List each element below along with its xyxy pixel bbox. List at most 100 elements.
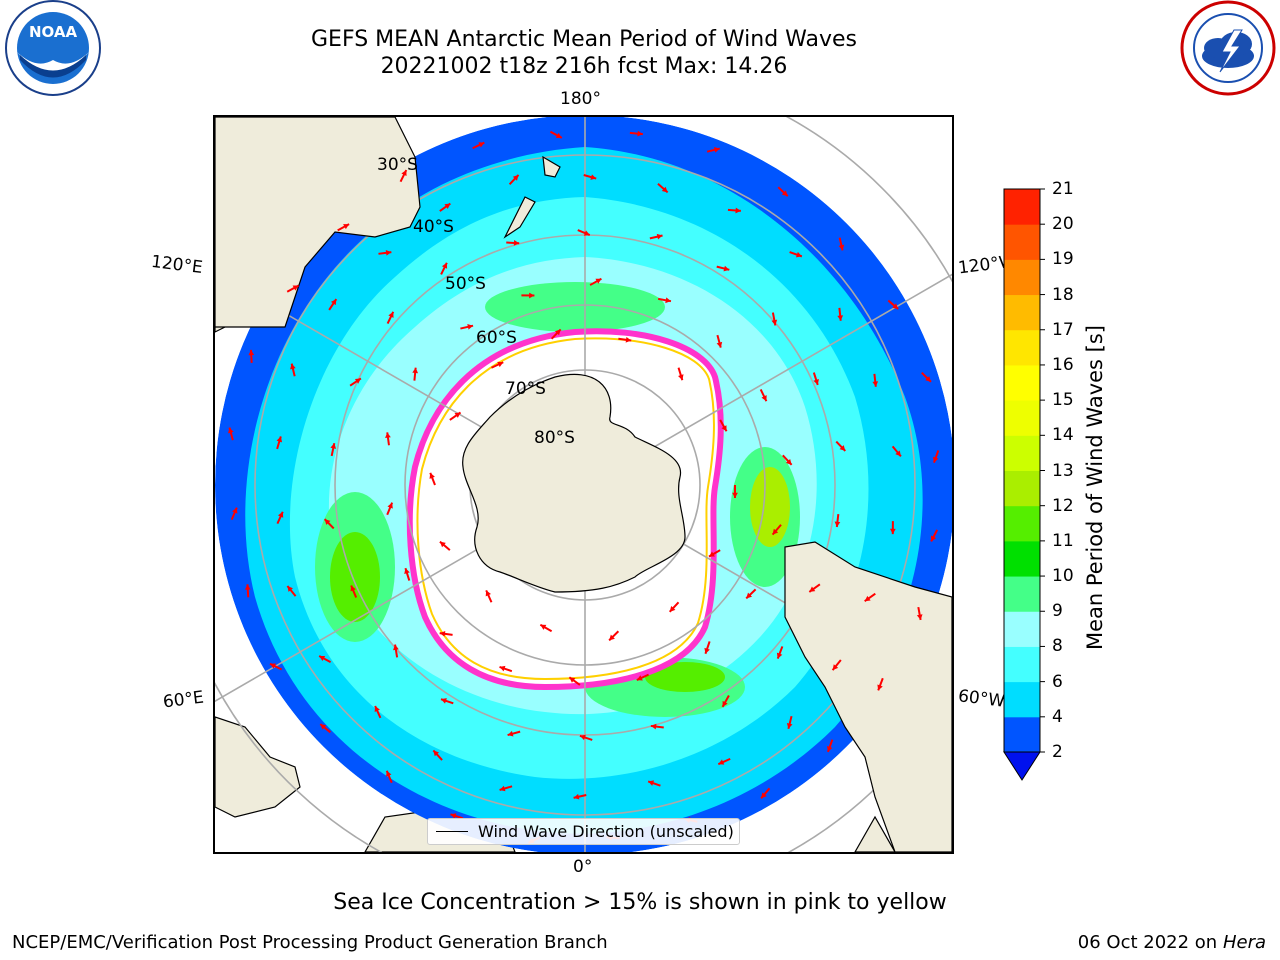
wave-arrow-head (354, 378, 361, 384)
lat-label-50s: 50°S (445, 274, 486, 294)
colorbar-tick-label: 17 (1052, 319, 1074, 340)
colorbar-tick-label: 20 (1052, 214, 1074, 235)
wave-arrow-head (228, 427, 234, 434)
footer-machine: Hera (1222, 932, 1266, 953)
colorbar-segment (1004, 364, 1040, 401)
nws-logo (1178, 0, 1278, 100)
colorbar-tick-label: 13 (1052, 460, 1074, 481)
wave-arrow-head (839, 445, 846, 451)
wave-arrow-head (277, 511, 284, 518)
wave-arrow-head (499, 665, 506, 672)
wave-arrow-head (439, 541, 446, 548)
lon-label-60e: 60°E (161, 687, 205, 713)
wave-arrow-head (388, 311, 394, 318)
wave-arrow-head (343, 224, 350, 230)
wave-arrow-head (813, 379, 819, 385)
colorbar-segment (1004, 540, 1040, 577)
land-masses (215, 117, 952, 852)
svg-text:NOAA: NOAA (29, 23, 78, 41)
wave-arrow-head (540, 624, 547, 630)
wave-arrow-head (319, 655, 326, 662)
wave-arrow-head (795, 251, 802, 258)
colorbar-segment (1004, 646, 1040, 683)
colorbar-segment (1004, 294, 1040, 331)
colorbar-tick-label: 6 (1052, 671, 1063, 692)
lat-label-80s: 80°S (534, 428, 575, 448)
colorbar-tick-label: 16 (1052, 354, 1074, 375)
wave-arrow-head (554, 329, 561, 336)
wave-arrow-head (931, 535, 937, 542)
wave-arrow-head (287, 586, 293, 592)
footer-date: 06 Oct 2022 on Hera (1078, 932, 1266, 953)
lon-label-0: 0° (573, 857, 593, 877)
wave-arrow-head (892, 303, 899, 309)
wave-arrow-head (776, 652, 783, 659)
wave-arrow-head (292, 285, 299, 291)
wave-arrow-head (665, 297, 671, 304)
colorbar-segment (1004, 224, 1040, 260)
lat-label-60s: 60°S (476, 328, 517, 348)
wave-arrow-head (529, 292, 535, 299)
wave-arrow-head (722, 700, 728, 707)
colorbar-tick-label: 8 (1052, 636, 1063, 657)
wave-arrow-head (832, 664, 839, 671)
wave-arrow-head (650, 723, 657, 730)
colorbar-segment (1004, 611, 1040, 647)
wave-arrow-head (583, 230, 590, 236)
wave-arrow-head (478, 142, 485, 148)
wave-arrow-head (708, 551, 715, 557)
wave-arrow-head (512, 174, 519, 181)
sea-ice-note: Sea Ice Concentration > 15% is shown in … (333, 890, 947, 915)
wave-arrow-head (723, 265, 730, 272)
colorbar-segment (1004, 400, 1040, 436)
colorbar-segment (1004, 259, 1040, 296)
wave-arrow-head (669, 606, 676, 612)
wave-arrow-head (595, 278, 602, 284)
wave-arrow-head (404, 568, 410, 575)
wave-arrow-head (809, 586, 816, 592)
wave-arrow-head (637, 130, 643, 137)
colorbar-segment (1004, 329, 1040, 366)
colorbar-extend-triangle (1003, 751, 1041, 781)
chart-subtitle: 20221002 t18z 216h fcst Max: 14.26 (380, 54, 788, 79)
wave-arrow-head (441, 262, 448, 269)
wave-arrow-head (678, 374, 684, 381)
wave-arrow-head (248, 349, 255, 356)
wave-arrow-head (785, 459, 792, 465)
wave-arrow-head (385, 432, 391, 438)
colorbar-segment (1004, 681, 1040, 718)
footer-branch: NCEP/EMC/Verification Post Processing Pr… (12, 932, 608, 953)
colorbar-segment (1004, 505, 1040, 542)
wave-arrow-head (648, 780, 655, 786)
wave-arrow-head (872, 381, 879, 387)
wave-arrow-head (786, 723, 793, 729)
lat-label-30s: 30°S (377, 155, 418, 175)
wave-arrow-head (625, 336, 632, 343)
lon-label-180: 180° (560, 89, 601, 109)
wave-arrow-head (713, 147, 720, 153)
wave-arrow-head (350, 585, 356, 592)
noaa-logo: NOAA (0, 0, 106, 100)
colorbar-segment (1004, 716, 1040, 753)
wave-arrow-head (499, 785, 506, 792)
wave-arrow-head (636, 675, 643, 681)
colorbar-tick-label: 18 (1052, 284, 1074, 305)
wave-arrow-head (877, 684, 883, 691)
legend-line-sample (436, 831, 468, 832)
wave-arrow-head (609, 634, 615, 641)
wave-arrow-head (433, 750, 440, 757)
wave-arrow-head (590, 174, 597, 180)
wave-arrow-head (761, 395, 767, 402)
colorbar-tick-label: 11 (1052, 530, 1074, 551)
wave-arrow-head (661, 186, 668, 193)
wave-arrow-head (656, 233, 663, 240)
lon-label-60w: 60°W (956, 686, 1006, 712)
wave-arrow-head (837, 315, 844, 321)
antarctica (462, 373, 686, 593)
wave-arrow-head (827, 745, 833, 752)
colorbar: 2 4 6 8 9 10 11 12 13 14 15 16 17 18 19 20 21 (1000, 179, 1120, 787)
wave-arrow-head (320, 724, 327, 730)
wave-arrow-head (324, 519, 331, 525)
wave-arrow-head (718, 759, 725, 765)
lon-label-120e: 120°E (149, 251, 204, 279)
